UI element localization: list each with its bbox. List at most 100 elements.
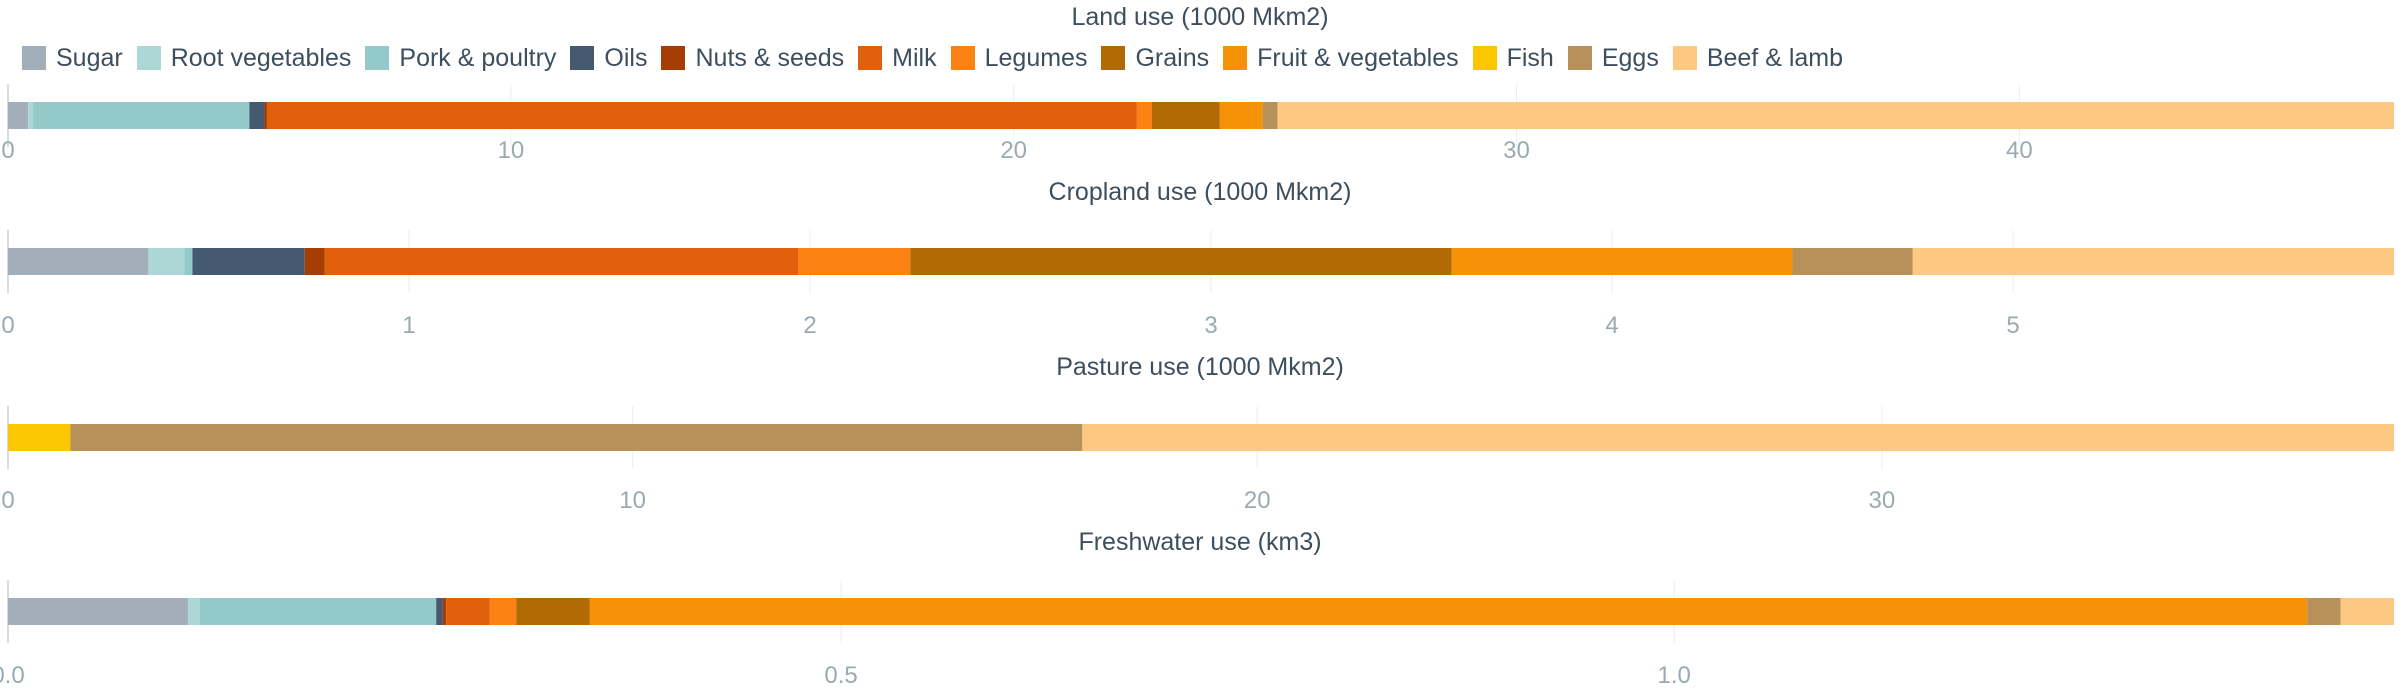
chart-panel-0: Land use (1000 Mkm2) 0 10 20 30 40 bbox=[1, 3, 2394, 164]
tick-label: 10 bbox=[619, 487, 646, 514]
legend-label: Root vegetables bbox=[170, 43, 352, 72]
legend-item-legumes[interactable]: Legumes bbox=[950, 43, 1088, 73]
legend-swatch bbox=[365, 46, 390, 70]
bar-segment-grains[interactable] bbox=[910, 248, 1452, 275]
legend-item-grains[interactable]: Grains bbox=[1101, 44, 1209, 73]
legend-swatch bbox=[950, 46, 975, 70]
legend-item-fish[interactable]: Fish bbox=[1472, 43, 1554, 73]
chart-panel-2: Pasture use (1000 Mkm2) 0 10 20 30 bbox=[1, 353, 2394, 514]
legend-swatch bbox=[661, 46, 686, 70]
bar-segment-root-vegetables[interactable] bbox=[28, 102, 34, 129]
legend-swatch bbox=[1101, 46, 1126, 70]
tick-label: 1.0 bbox=[1658, 662, 1691, 689]
bar-segment-milk[interactable] bbox=[266, 102, 1137, 129]
chart-title: Land use (1000 Mkm2) bbox=[1071, 3, 1328, 31]
chart-panel-3: Freshwater use (km3) 0.0 0.5 1.0 bbox=[0, 528, 2394, 689]
tick-label: 10 bbox=[497, 137, 524, 164]
chart-title: Pasture use (1000 Mkm2) bbox=[1056, 353, 1344, 381]
bar-segment-beef-and-lamb[interactable] bbox=[2340, 598, 2394, 625]
bar-segment-sugar[interactable] bbox=[8, 248, 149, 275]
chart-title: Cropland use (1000 Mkm2) bbox=[1049, 178, 1352, 206]
legend-item-eggs[interactable]: Eggs bbox=[1567, 43, 1659, 73]
legend-label: Milk bbox=[892, 43, 937, 72]
bar-segment-beef-and-lamb[interactable] bbox=[1277, 102, 2394, 129]
legend-label: Grains bbox=[1135, 43, 1210, 72]
bar-segment-fruit-and-vegetables[interactable] bbox=[1451, 248, 1793, 275]
bar-segment-beef-and-lamb[interactable] bbox=[1912, 248, 2394, 275]
legend-item-fruit-and-vegetables[interactable]: Fruit & vegetables bbox=[1223, 44, 1459, 73]
bar-segment-oils[interactable] bbox=[436, 598, 443, 625]
legend-swatch bbox=[136, 46, 161, 70]
tick-label: 40 bbox=[2006, 137, 2033, 164]
legend-swatch bbox=[858, 46, 883, 70]
legend-label: Pork & poultry bbox=[399, 43, 557, 72]
tick-label: 3 bbox=[1204, 312, 1217, 339]
legend-label: Sugar bbox=[56, 43, 123, 72]
bar-segment-pork-and-poultry[interactable] bbox=[33, 102, 250, 129]
tick-label: 20 bbox=[1244, 487, 1271, 514]
legend-item-oils[interactable]: Oils bbox=[570, 44, 647, 73]
chart-panel-1: Cropland use (1000 Mkm2) 0 1 2 3 4 5 bbox=[1, 178, 2394, 339]
tick-label: 0.5 bbox=[824, 662, 857, 689]
bar-segment-eggs[interactable] bbox=[1262, 102, 1278, 129]
legend-label: Beef & lamb bbox=[1706, 43, 1844, 72]
legend-swatch bbox=[570, 46, 595, 70]
tick-label: 2 bbox=[803, 312, 816, 339]
bar-segment-sugar[interactable] bbox=[8, 102, 29, 129]
legend-swatch bbox=[1672, 46, 1697, 70]
legend-swatch bbox=[1223, 46, 1248, 70]
legend-item-milk[interactable]: Milk bbox=[858, 43, 937, 73]
bar-segment-nuts-and-seeds[interactable] bbox=[304, 248, 325, 275]
bar-segment-eggs[interactable] bbox=[70, 424, 1083, 451]
tick-label: 0 bbox=[1, 137, 14, 164]
bar-segment-pork-and-poultry[interactable] bbox=[199, 598, 437, 625]
bar-segment-eggs[interactable] bbox=[1792, 248, 1913, 275]
chart-title: Freshwater use (km3) bbox=[1078, 528, 1321, 556]
legend-swatch bbox=[1567, 46, 1592, 70]
bar-segment-sugar[interactable] bbox=[8, 598, 188, 625]
legend-label: Nuts & seeds bbox=[695, 43, 845, 72]
bar-segment-nuts-and-seeds[interactable] bbox=[442, 598, 447, 625]
bar-segment-grains[interactable] bbox=[1151, 102, 1220, 129]
bar-segment-beef-and-lamb[interactable] bbox=[1082, 424, 2394, 451]
tick-label: 4 bbox=[1605, 312, 1618, 339]
bar-segment-milk[interactable] bbox=[446, 598, 490, 625]
bar-segment-pork-and-poultry[interactable] bbox=[184, 248, 193, 275]
bar-segment-legumes[interactable] bbox=[797, 248, 911, 275]
bar-segment-milk[interactable] bbox=[324, 248, 798, 275]
tick-label: 1 bbox=[402, 312, 415, 339]
bar-segment-fruit-and-vegetables[interactable] bbox=[1219, 102, 1263, 129]
legend-item-sugar[interactable]: Sugar bbox=[22, 44, 123, 73]
tick-label: 0 bbox=[1, 487, 14, 514]
tick-label: 5 bbox=[2006, 312, 2019, 339]
bar-segment-oils[interactable] bbox=[192, 248, 305, 275]
legend-label: Oils bbox=[604, 43, 648, 72]
legend-item-pork-and-poultry[interactable]: Pork & poultry bbox=[365, 44, 556, 73]
bar-segment-root-vegetables[interactable] bbox=[187, 598, 200, 625]
legend-label: Legumes bbox=[984, 43, 1088, 72]
tick-label: 0.0 bbox=[0, 662, 25, 689]
legend-label: Fish bbox=[1506, 43, 1554, 72]
legend-swatch bbox=[22, 46, 46, 70]
bar-segment-grains[interactable] bbox=[516, 598, 590, 625]
bar-segment-root-vegetables[interactable] bbox=[148, 248, 185, 275]
legend-label: Eggs bbox=[1601, 43, 1659, 72]
bar-segment-eggs[interactable] bbox=[2307, 598, 2341, 625]
bar-segment-fruit-and-vegetables[interactable] bbox=[589, 598, 2308, 625]
legend-swatch bbox=[1472, 46, 1497, 70]
bar-segment-fish[interactable] bbox=[8, 424, 71, 451]
bar-segment-legumes[interactable] bbox=[489, 598, 517, 625]
legend-label: Fruit & vegetables bbox=[1257, 43, 1459, 72]
legend: Sugar Root vegetables Pork & poultry Oils Nu… bbox=[22, 40, 1857, 76]
tick-label: 30 bbox=[1503, 137, 1530, 164]
tick-label: 0 bbox=[1, 312, 14, 339]
tick-label: 30 bbox=[1868, 487, 1895, 514]
tick-label: 20 bbox=[1000, 137, 1027, 164]
legend-item-nuts-and-seeds[interactable]: Nuts & seeds bbox=[661, 44, 844, 73]
bar-segment-legumes[interactable] bbox=[1136, 102, 1152, 129]
bar-segment-nuts-and-seeds[interactable] bbox=[264, 102, 267, 129]
legend-item-beef-and-lamb[interactable]: Beef & lamb bbox=[1672, 43, 1844, 73]
bar-segment-oils[interactable] bbox=[249, 102, 265, 129]
legend-item-root-vegetables[interactable]: Root vegetables bbox=[136, 43, 352, 73]
